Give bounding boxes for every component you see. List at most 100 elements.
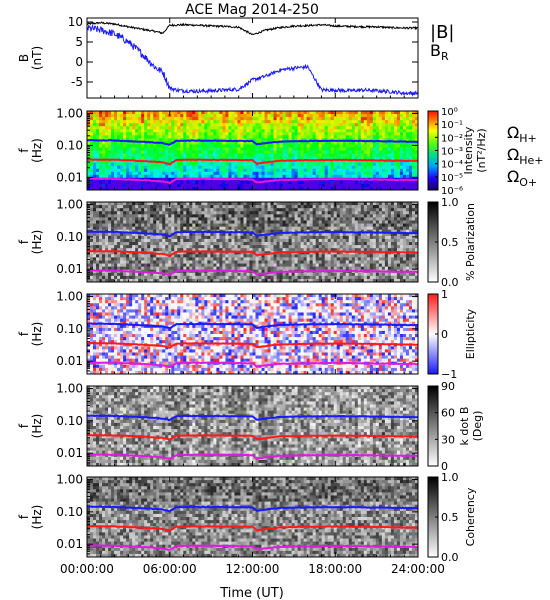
spectrogram-cell xyxy=(363,168,368,173)
spectrogram-cell xyxy=(216,111,220,115)
spectrogram-cell xyxy=(261,168,265,173)
spectrogram-cell xyxy=(300,174,305,179)
spectrogram-cell xyxy=(291,141,296,145)
spectrogram-cell xyxy=(141,242,145,246)
spectrogram-cell xyxy=(135,248,139,252)
spectrogram-cell xyxy=(153,144,157,148)
spectrogram-cell xyxy=(327,165,332,170)
spectrogram-cell xyxy=(252,174,256,179)
spectrogram-cell xyxy=(90,111,94,115)
spectrogram-cell xyxy=(228,174,232,179)
spectrogram-cell xyxy=(324,147,329,151)
spectrogram-cell xyxy=(213,211,217,215)
spectrogram-cell xyxy=(285,174,290,179)
spectrogram-cell xyxy=(198,114,202,118)
spectrogram-cell xyxy=(300,111,305,115)
spectrogram-cell xyxy=(279,202,283,206)
spectrogram-cell xyxy=(150,135,154,139)
spectrogram-cell xyxy=(354,141,359,145)
spectrogram-cell xyxy=(339,180,344,185)
spectrogram-cell xyxy=(204,211,208,215)
spectrogram-cell xyxy=(126,242,130,246)
spectrogram-cell xyxy=(387,156,392,161)
spectrogram-cell xyxy=(135,117,139,121)
spectrogram-cell xyxy=(192,135,196,139)
spectrogram-cell xyxy=(189,202,193,206)
spectrogram-cell xyxy=(123,211,127,215)
spectrogram-cell xyxy=(408,156,413,161)
spectrogram-cell xyxy=(228,153,232,157)
spectrogram-cell xyxy=(342,144,347,148)
spectrogram-cell xyxy=(255,141,259,145)
spectrogram-cell xyxy=(384,174,389,179)
spectrogram-cell xyxy=(195,254,199,258)
spectrogram-cell xyxy=(297,165,302,170)
spectrogram-cell xyxy=(132,257,136,261)
spectrogram-cell xyxy=(306,272,311,277)
spectrogram-cell xyxy=(267,248,271,252)
spectrogram-cell xyxy=(195,223,199,228)
spectrogram-cell xyxy=(252,165,256,170)
spectrogram-cell xyxy=(228,150,232,154)
spectrogram-cell xyxy=(174,245,178,249)
spectrogram-cell xyxy=(99,168,103,173)
spectrogram-cell xyxy=(405,114,410,118)
spectrogram-cell xyxy=(270,242,274,246)
spectrogram-cell xyxy=(168,245,172,249)
spectrogram-cell xyxy=(159,278,163,283)
spectrogram-cell xyxy=(135,205,139,209)
spectrogram-cell xyxy=(210,135,214,139)
spectrogram-cell xyxy=(327,111,332,115)
spectrogram-cell xyxy=(114,123,118,127)
spectrogram-cell xyxy=(363,165,368,170)
colorbar-tick-label: 10⁻⁵ xyxy=(441,173,463,184)
spectrogram-cell xyxy=(159,132,163,136)
spectrogram-cell xyxy=(207,147,211,151)
spectrogram-cell xyxy=(222,117,226,121)
spectrogram-cell xyxy=(267,123,271,127)
spectrogram-cell xyxy=(282,205,286,209)
spectrogram-cell xyxy=(186,211,190,215)
spectrogram-cell xyxy=(237,232,241,237)
spectrogram-cell xyxy=(141,257,145,261)
spectrogram-cell xyxy=(279,111,283,115)
spectrogram-cell xyxy=(297,153,302,157)
spectrogram-cell xyxy=(336,144,341,148)
spectrogram-cell xyxy=(132,129,136,133)
spectrogram-cell xyxy=(291,180,296,185)
spectrogram-cell xyxy=(300,245,305,249)
spectrogram-cell xyxy=(135,153,139,157)
spectrogram-cell xyxy=(258,177,262,182)
spectrogram-cell xyxy=(177,202,181,206)
spectrogram-cell xyxy=(255,186,259,191)
spectrogram-cell xyxy=(93,114,97,118)
spectrogram-cell xyxy=(216,126,220,130)
spectrogram-cell xyxy=(276,153,280,157)
spectrogram-cell xyxy=(243,117,247,121)
spectrogram-cell xyxy=(141,138,145,142)
spectrogram-cell xyxy=(96,135,100,139)
spectrogram-cell xyxy=(381,111,386,115)
spectrogram-cell xyxy=(369,156,374,161)
spectrogram-cell xyxy=(246,111,250,115)
spectrogram-cell xyxy=(321,123,326,127)
spectrogram-cell xyxy=(285,183,290,188)
spectrogram-cell xyxy=(171,238,175,243)
spectrogram-cell xyxy=(318,132,323,136)
spectrogram-cell xyxy=(93,275,97,280)
spectrogram-cell xyxy=(360,162,365,167)
spectrogram-cell xyxy=(207,232,211,237)
spectrogram-cell xyxy=(114,129,118,133)
spectrogram-cell xyxy=(300,123,305,127)
spectrogram-cell xyxy=(324,162,329,167)
spectrogram-cell xyxy=(252,242,256,246)
spectrogram-cell xyxy=(186,150,190,154)
spectrogram-cell xyxy=(228,251,232,255)
spectrogram-cell xyxy=(315,129,320,133)
spectrogram-cell xyxy=(183,205,187,209)
spectrogram-cell xyxy=(375,183,380,188)
spectrogram-cell xyxy=(150,123,154,127)
spectrogram-cell xyxy=(123,208,127,212)
spectrogram-cell xyxy=(282,278,286,283)
spectrogram-cell xyxy=(183,245,187,249)
